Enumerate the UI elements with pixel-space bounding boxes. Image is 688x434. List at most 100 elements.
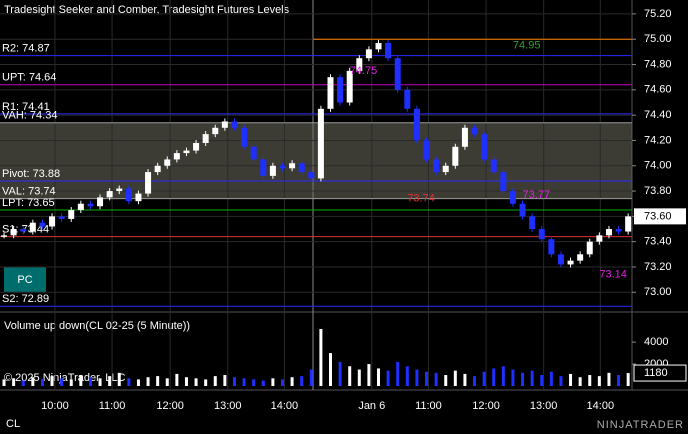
volume-bar — [357, 369, 361, 386]
price-bar — [471, 127, 478, 135]
volume-bar — [194, 378, 198, 386]
x-tick-label: 11:00 — [415, 400, 442, 412]
price-bar — [356, 58, 363, 71]
volume-bar — [338, 361, 342, 386]
volume-bar — [127, 378, 131, 386]
volume-bar — [2, 379, 6, 386]
level-label: LPT: 73.65 — [2, 197, 55, 209]
volume-bar — [501, 366, 505, 386]
volume-bar — [607, 372, 611, 386]
volume-title: Volume up down(CL 02-25 (5 Minute)) — [4, 320, 190, 332]
annotation: 73.74 — [407, 193, 435, 205]
price-bar — [481, 134, 488, 160]
price-bar — [39, 222, 46, 227]
volume-bar — [511, 369, 515, 386]
volume-bar — [521, 372, 525, 386]
price-bar — [605, 229, 612, 236]
price-bar — [433, 159, 440, 173]
price-bar — [173, 153, 180, 160]
price-bar — [29, 222, 36, 232]
y-tick-label: 74.80 — [644, 58, 672, 70]
volume-bar — [136, 379, 140, 386]
y-tick-label: 4000 — [644, 336, 668, 348]
price-bar — [615, 229, 622, 232]
volume-bar — [223, 375, 227, 386]
volume-bar — [492, 368, 496, 386]
x-tick-label: 13:00 — [214, 400, 242, 412]
price-bar — [106, 191, 113, 198]
price-bar — [423, 140, 430, 160]
price-bar — [548, 239, 555, 255]
volume-bar — [578, 377, 582, 386]
volume-bar — [261, 380, 265, 386]
price-bar — [442, 165, 449, 173]
annotation: 73.14 — [599, 268, 627, 280]
volume-bar — [175, 373, 179, 386]
volume-bar — [617, 375, 621, 386]
pc-button[interactable]: PC — [4, 267, 46, 292]
price-bar — [625, 216, 632, 232]
price-bar — [116, 188, 123, 192]
volume-bar — [540, 375, 544, 386]
price-bar — [404, 89, 411, 109]
price-bar — [577, 254, 584, 261]
x-tick-label: Jan 6 — [358, 400, 385, 412]
price-bar — [298, 163, 305, 173]
y-tick-label: 74.00 — [644, 160, 672, 172]
y-tick-label: 74.60 — [644, 84, 672, 96]
volume-bar — [482, 371, 486, 386]
volume-bar — [444, 375, 448, 386]
price-bar — [97, 197, 104, 207]
volume-bar — [463, 373, 467, 386]
price-bar — [375, 43, 382, 50]
volume-bar — [453, 370, 457, 386]
volume-bar — [386, 370, 390, 386]
price-bar — [20, 229, 27, 232]
volume-bar — [415, 369, 419, 386]
price-bar — [385, 43, 392, 59]
volume-bar — [569, 373, 573, 386]
volume-bar — [108, 376, 112, 386]
price-bar — [289, 163, 296, 169]
annotation: 74.75 — [350, 65, 378, 77]
price-bar — [557, 254, 564, 265]
price-bar — [490, 159, 497, 173]
volume-bar — [309, 369, 313, 386]
volume-bar — [242, 378, 246, 386]
volume-bar — [31, 377, 35, 386]
volume-bar — [12, 378, 16, 386]
price-bar — [241, 127, 248, 147]
price-bar — [346, 70, 353, 103]
y-tick-label: 75.00 — [644, 33, 672, 45]
volume-bar — [69, 379, 73, 386]
volume-bar — [473, 376, 477, 386]
y-tick-label: 73.40 — [644, 236, 672, 248]
price-bar — [145, 172, 152, 194]
price-bar — [212, 127, 219, 135]
x-tick-label: 12:00 — [156, 400, 184, 412]
volume-bar — [156, 376, 160, 386]
last-price-label: 73.60 — [644, 210, 672, 222]
y-tick-label: 73.20 — [644, 261, 672, 273]
volume-bar — [280, 379, 284, 386]
level-label: Pivot: 73.88 — [2, 168, 60, 180]
volume-bar — [213, 376, 217, 386]
x-tick-label: 14:00 — [271, 400, 299, 412]
volume-bar — [319, 328, 323, 386]
volume-bar — [98, 378, 102, 386]
price-bar — [500, 172, 507, 192]
price-bar — [260, 159, 267, 176]
value-area — [0, 122, 632, 199]
volume-bar — [184, 377, 188, 386]
volume-bar — [348, 366, 352, 386]
button-label[interactable]: PC — [17, 274, 32, 286]
brand: NINJATRADER — [597, 419, 684, 431]
level-label: UPT: 74.64 — [2, 72, 56, 84]
price-bar — [413, 108, 420, 141]
price-bar — [567, 260, 574, 265]
volume-bar — [204, 379, 208, 386]
volume-bar — [60, 378, 64, 386]
button-bg — [4, 267, 46, 292]
price-bar — [183, 150, 190, 154]
